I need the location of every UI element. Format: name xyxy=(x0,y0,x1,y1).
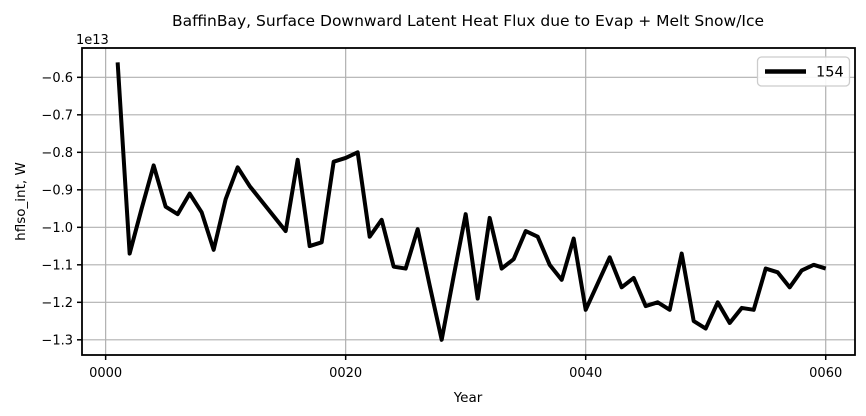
x-tick-label: 0020 xyxy=(329,366,362,381)
data-series xyxy=(115,62,827,342)
y-axis-offset-text: 1e13 xyxy=(76,33,109,48)
axis-ticks xyxy=(77,76,827,360)
chart-title: BaffinBay, Surface Downward Latent Heat … xyxy=(172,12,764,30)
y-tick-label: −1.1 xyxy=(41,258,73,273)
y-tick-label: −1.3 xyxy=(41,333,73,348)
legend: 154 xyxy=(756,56,851,87)
x-tick-label: 0000 xyxy=(89,366,122,381)
x-axis-label: Year xyxy=(453,390,483,406)
y-tick-label: −0.9 xyxy=(41,183,73,198)
data-line-154 xyxy=(115,62,827,342)
legend-label: 154 xyxy=(816,65,844,81)
y-tick-labels: −0.6 −0.7 −0.8 −0.9 −1.0 −1.1 −1.2 −1.3 xyxy=(41,71,73,348)
y-tick-label: −0.6 xyxy=(41,71,73,86)
x-tick-label: 0040 xyxy=(569,366,602,381)
x-tick-label: 0060 xyxy=(809,366,842,381)
y-tick-label: −0.7 xyxy=(41,108,73,123)
plot-border xyxy=(81,47,856,356)
y-axis-label: hflso_int, W xyxy=(13,162,29,241)
x-tick-labels: 0000 0020 0040 0060 xyxy=(89,366,842,381)
y-tick-label: −1.0 xyxy=(41,221,73,236)
y-tick-label: −1.2 xyxy=(41,296,73,311)
y-tick-label: −0.8 xyxy=(41,146,73,161)
